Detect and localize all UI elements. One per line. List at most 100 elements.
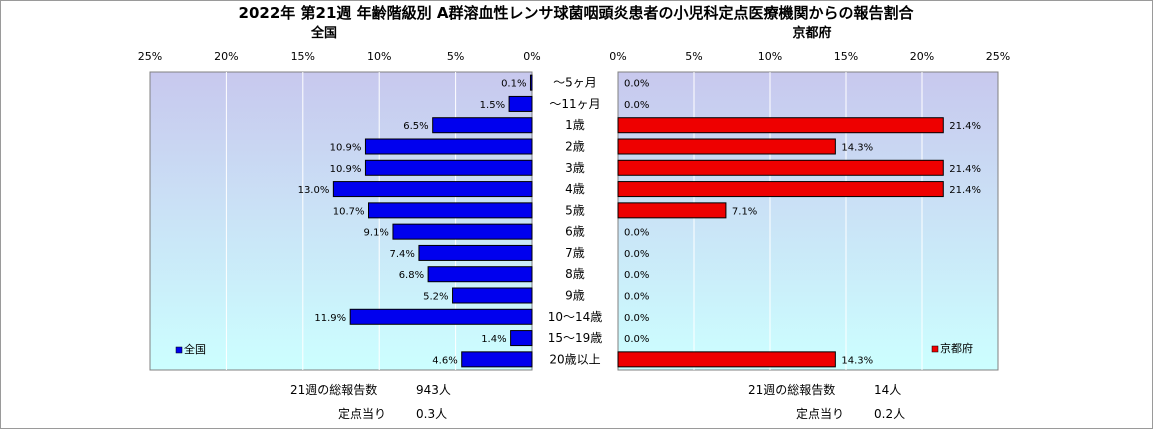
- kyoto-subtitle: 京都府: [792, 25, 831, 41]
- category-label: 7歳: [565, 246, 585, 260]
- bar: [432, 117, 533, 134]
- bar-value-label: 6.8%: [399, 270, 424, 281]
- national-total-value: 943人: [416, 383, 451, 397]
- bar-value-label: 7.1%: [732, 206, 757, 217]
- category-label: 10～14歳: [548, 310, 603, 324]
- national-legend-swatch: [175, 346, 183, 354]
- bar: [617, 202, 727, 219]
- national-per-site-label: 定点当り: [338, 406, 386, 421]
- age-category-labels: ～5ヶ月 ～11ヶ月 1歳 2歳 3歳 4歳 5歳 6歳 7歳 8歳 9歳 10～14歳 15～19歳 2…: [548, 76, 603, 367]
- bar: [461, 351, 533, 368]
- x-tick-label: 20%: [910, 50, 934, 63]
- category-label: 6歳: [565, 225, 585, 239]
- x-tick-label: 5%: [447, 50, 464, 63]
- bar-value-label: 0.0%: [624, 292, 649, 303]
- bar: [418, 244, 533, 261]
- bar: [617, 159, 944, 176]
- national-value-labels: 0.1%1.5%6.5%10.9%10.9%13.0%10.7%9.1%7.4%…: [298, 79, 527, 367]
- x-tick-label: 10%: [367, 50, 391, 63]
- bar: [508, 95, 533, 112]
- bar: [617, 351, 836, 368]
- kyoto-legend-label: 京都府: [940, 341, 973, 355]
- kyoto-per-site-label: 定点当り: [796, 406, 844, 421]
- national-bars: [332, 74, 533, 368]
- bar: [617, 181, 944, 198]
- bar-value-label: 10.9%: [330, 143, 362, 154]
- x-tick-label: 15%: [291, 50, 315, 63]
- x-tick-label: 25%: [986, 50, 1010, 63]
- bar-value-label: 13.0%: [298, 185, 330, 196]
- kyoto-total-label: 21週の総報告数: [748, 382, 835, 397]
- national-legend-label: 全国: [184, 342, 206, 356]
- bar-value-label: 0.0%: [624, 313, 649, 324]
- category-label: ～11ヶ月: [549, 97, 600, 111]
- bar: [332, 181, 533, 198]
- bar-value-label: 5.2%: [423, 292, 448, 303]
- category-label: 1歳: [565, 118, 585, 132]
- national-total-label: 21週の総報告数: [290, 382, 377, 397]
- category-label: 9歳: [565, 289, 585, 303]
- national-plot-area: [149, 71, 533, 371]
- bar-value-label: 0.0%: [624, 249, 649, 260]
- kyoto-x-ticks: 0% 5% 10% 15% 20% 25%: [609, 50, 1010, 63]
- bar: [368, 202, 533, 219]
- bar-value-label: 1.4%: [481, 334, 506, 345]
- bar: [510, 330, 533, 347]
- bar-value-label: 9.1%: [364, 228, 389, 239]
- bar-value-label: 10.9%: [330, 164, 362, 175]
- x-tick-label: 15%: [834, 50, 858, 63]
- bar-value-label: 0.0%: [624, 334, 649, 345]
- category-label: 15～19歳: [548, 331, 603, 345]
- bar: [617, 117, 944, 134]
- kyoto-bars: [617, 117, 944, 368]
- category-label: 2歳: [565, 140, 585, 154]
- bar: [427, 266, 533, 283]
- bar-value-label: 7.4%: [390, 249, 415, 260]
- kyoto-legend-swatch: [931, 345, 939, 353]
- bar: [364, 138, 533, 155]
- national-x-ticks: 0% 5% 10% 15% 20% 25%: [138, 50, 541, 63]
- bar-value-label: 0.0%: [624, 228, 649, 239]
- x-tick-label: 0%: [609, 50, 626, 63]
- kyoto-per-site-value: 0.2人: [874, 407, 905, 421]
- bar: [392, 223, 533, 240]
- bar: [617, 138, 836, 155]
- bar-value-label: 0.0%: [624, 270, 649, 281]
- bar-value-label: 21.4%: [949, 185, 981, 196]
- bar-value-label: 14.3%: [841, 143, 873, 154]
- category-label: 3歳: [565, 161, 585, 175]
- bar-value-label: 4.6%: [432, 355, 457, 366]
- category-label: 5歳: [565, 203, 585, 217]
- bar-value-label: 10.7%: [333, 206, 365, 217]
- kyoto-total-value: 14人: [874, 383, 901, 397]
- national-subtitle: 全国: [310, 25, 337, 41]
- bar-value-label: 6.5%: [403, 121, 428, 132]
- x-tick-label: 0%: [523, 50, 540, 63]
- bar: [452, 287, 533, 304]
- bar-value-label: 0.0%: [624, 100, 649, 111]
- kyoto-legend: 京都府: [931, 341, 973, 355]
- bar-value-label: 21.4%: [949, 164, 981, 175]
- national-per-site-value: 0.3人: [416, 407, 447, 421]
- category-label: 4歳: [565, 182, 585, 196]
- category-label: 8歳: [565, 267, 585, 281]
- category-label: 20歳以上: [549, 352, 600, 366]
- x-tick-label: 5%: [685, 50, 702, 63]
- bar: [529, 74, 533, 91]
- national-legend: 全国: [175, 342, 206, 356]
- bar-value-label: 0.0%: [624, 79, 649, 90]
- bar: [364, 159, 533, 176]
- bar-value-label: 11.9%: [314, 313, 346, 324]
- bar: [349, 308, 533, 325]
- category-label: ～5ヶ月: [553, 76, 597, 90]
- kyoto-plot-area: [617, 71, 999, 371]
- bar-value-label: 21.4%: [949, 121, 981, 132]
- chart-title: 2022年 第21週 年齢階級別 A群溶血性レンサ球菌咽頭炎患者の小児科定点医療…: [239, 4, 915, 22]
- x-tick-label: 10%: [758, 50, 782, 63]
- bar-value-label: 14.3%: [841, 355, 873, 366]
- kyoto-value-labels: 0.0% 0.0% 21.4% 14.3% 21.4% 21.4% 7.1% 0.0% 0.0%…: [624, 79, 981, 367]
- x-tick-label: 20%: [214, 50, 238, 63]
- bar-value-label: 0.1%: [501, 79, 526, 90]
- x-tick-label: 25%: [138, 50, 162, 63]
